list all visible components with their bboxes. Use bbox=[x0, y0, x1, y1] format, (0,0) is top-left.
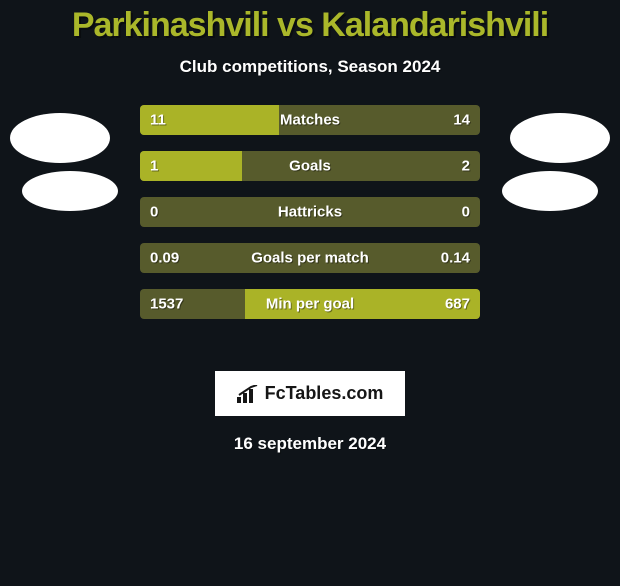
stat-row: 0.090.14Goals per match bbox=[140, 243, 480, 273]
stat-row: 1537687Min per goal bbox=[140, 289, 480, 319]
stat-row: 12Goals bbox=[140, 151, 480, 181]
stat-metric-label: Min per goal bbox=[140, 296, 480, 313]
avatar-right-1 bbox=[510, 113, 610, 163]
stat-row: 00Hattricks bbox=[140, 197, 480, 227]
stat-metric-label: Goals per match bbox=[140, 250, 480, 267]
avatar-right-2 bbox=[502, 171, 598, 211]
stat-row: 1114Matches bbox=[140, 105, 480, 135]
source-badge-text: FcTables.com bbox=[265, 383, 384, 404]
stat-metric-label: Hattricks bbox=[140, 204, 480, 221]
stat-metric-label: Matches bbox=[140, 112, 480, 129]
subtitle: Club competitions, Season 2024 bbox=[0, 57, 620, 77]
avatar-left-1 bbox=[10, 113, 110, 163]
bars-container: 1114Matches 12Goals 00Hattricks 0.090.14Goa… bbox=[140, 105, 480, 335]
stat-metric-label: Goals bbox=[140, 158, 480, 175]
chart-icon bbox=[237, 385, 259, 403]
avatar-left-2 bbox=[22, 171, 118, 211]
source-badge: FcTables.com bbox=[215, 371, 406, 416]
comparison-stage: 1114Matches 12Goals 00Hattricks 0.090.14Goa… bbox=[0, 105, 620, 365]
date-text: 16 september 2024 bbox=[0, 434, 620, 454]
page-title: Parkinashvili vs Kalandarishvili bbox=[0, 6, 620, 45]
